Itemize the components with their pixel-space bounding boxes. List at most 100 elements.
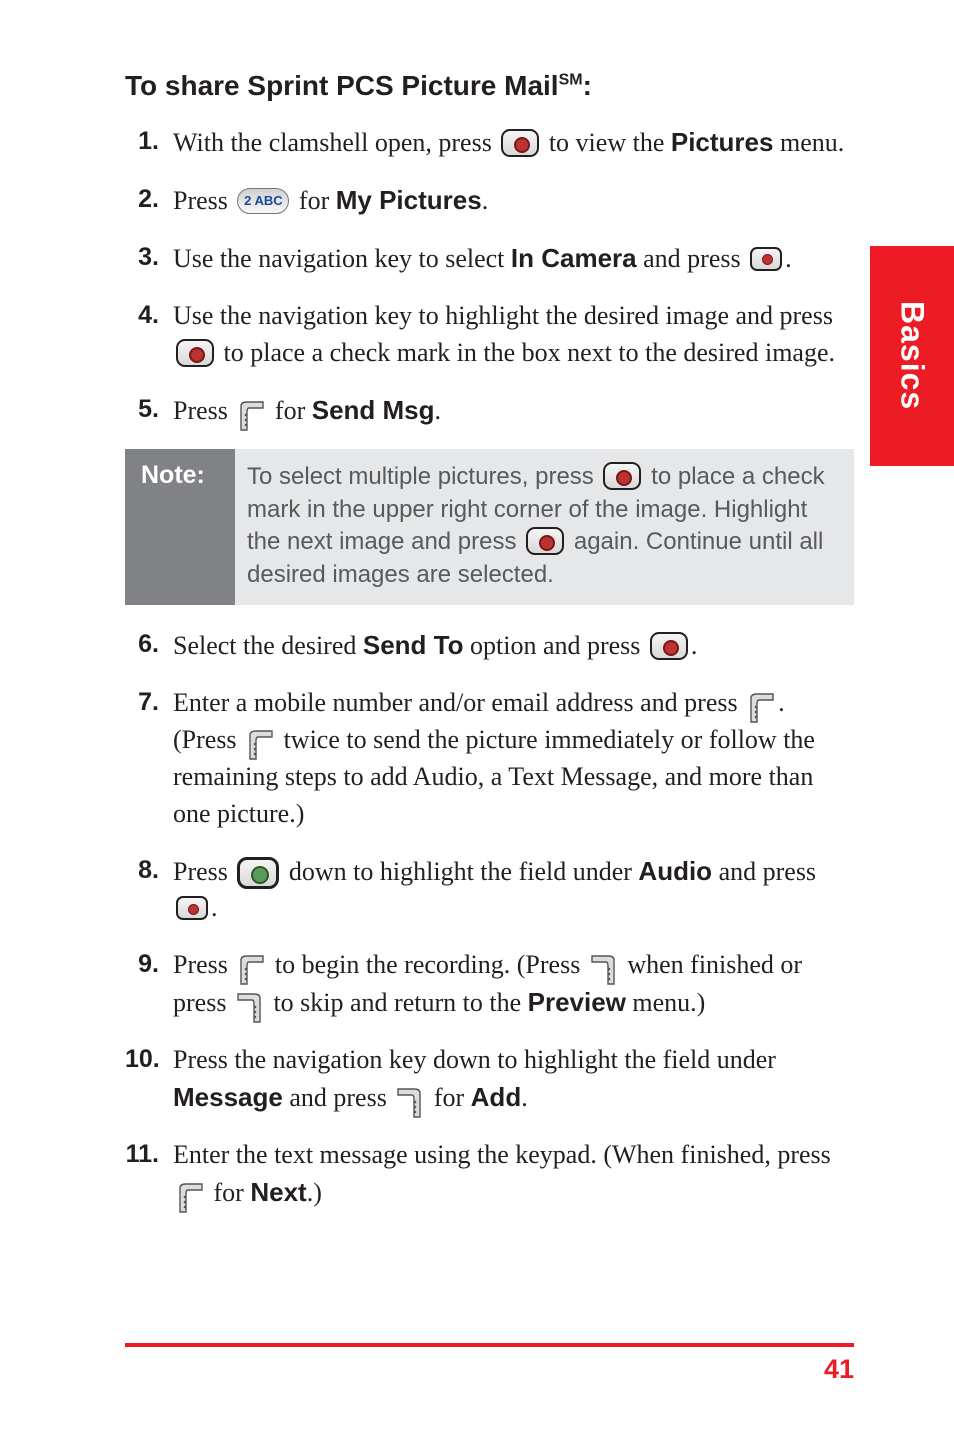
text: menu.) [626,988,705,1017]
step-11: 11. Enter the text message using the key… [125,1137,854,1212]
text: To select multiple pictures, press [247,463,600,490]
text: Use the navigation key to highlight the … [173,301,833,330]
step-number: 2. [125,182,173,220]
menu-name: In Camera [511,243,637,273]
text: and press [637,244,747,273]
text: Press [173,950,234,979]
text: Press the navigation key down to highlig… [173,1045,776,1074]
note-callout: Note: To select multiple pictures, press… [125,449,854,605]
footer-rule [125,1343,854,1347]
ok-key-icon [650,632,688,660]
text: Enter a mobile number and/or email addre… [173,688,744,717]
step-5: 5. Press for Send Msg. [125,392,854,430]
step-number: 10. [125,1042,173,1117]
menu-name: Send To [363,630,464,660]
text: for [214,1178,251,1207]
step-1: 1. With the clamshell open, press to vie… [125,124,854,162]
section-tab: Basics [870,246,954,466]
menu-name: Send Msg [312,395,435,425]
text: to place a check mark in the box next to… [224,338,836,367]
step-9: 9. Press to begin the recording. (Press … [125,947,854,1022]
heading-sup: SM [559,72,583,89]
manual-page: Basics To share Sprint PCS Picture MailS… [0,0,954,1431]
text: Use the navigation key to select [173,244,511,273]
text: Press [173,396,234,425]
text: and press [283,1083,393,1112]
text: . [691,631,698,660]
left-softkey-icon [237,954,265,986]
menu-name: Next [250,1177,306,1207]
left-softkey-icon [176,1182,204,1214]
camera-key-icon [501,129,539,157]
step-body: Press the navigation key down to highlig… [173,1042,854,1117]
text: for [299,186,336,215]
page-number: 41 [824,1354,854,1385]
note-body: To select multiple pictures, press to pl… [235,449,854,605]
text: . [435,396,442,425]
text: With the clamshell open, press [173,128,498,157]
text: Press [173,186,234,215]
instruction-list-continued: 6. Select the desired Send To option and… [125,627,854,1212]
left-softkey-icon [246,729,274,761]
menu-name: Preview [528,987,626,1017]
step-8: 8. Press down to highlight the field und… [125,853,854,928]
step-number: 11. [125,1137,173,1212]
text: Select the desired [173,631,363,660]
text: to begin the recording. (Press [275,950,587,979]
camera-key-icon [603,462,641,490]
heading-text-pre: To share Sprint PCS Picture Mail [125,70,559,101]
step-number: 8. [125,853,173,928]
step-3: 3. Use the navigation key to select In C… [125,240,854,278]
text: . [482,186,489,215]
step-7: 7. Enter a mobile number and/or email ad… [125,685,854,833]
note-label: Note: [125,449,235,605]
camera-key-icon [176,339,214,367]
text: . [785,244,792,273]
step-number: 9. [125,947,173,1022]
left-softkey-icon [237,400,265,432]
page-heading: To share Sprint PCS Picture MailSM: [125,70,854,102]
step-body: Press to begin the recording. (Press whe… [173,947,854,1022]
step-4: 4. Use the navigation key to highlight t… [125,298,854,372]
step-body: Enter a mobile number and/or email addre… [173,685,854,833]
step-number: 7. [125,685,173,833]
step-number: 4. [125,298,173,372]
step-body: Select the desired Send To option and pr… [173,627,854,665]
text: . [521,1083,528,1112]
ok-key-icon [750,247,782,271]
step-body: Press down to highlight the field under … [173,853,854,928]
step-body: Press 2 ABC for My Pictures. [173,182,854,220]
menu-name: Add [471,1082,522,1112]
menu-name: Audio [638,856,712,886]
text: for [434,1083,471,1112]
step-body: Use the navigation key to select In Came… [173,240,854,278]
step-10: 10. Press the navigation key down to hig… [125,1042,854,1117]
text: down to highlight the field under [289,857,639,886]
ok-key-icon [176,896,208,920]
text: option and press [464,631,647,660]
camera-key-icon [526,527,564,555]
step-body: Enter the text message using the keypad.… [173,1137,854,1212]
step-body: Press for Send Msg. [173,392,854,430]
left-softkey-icon [747,692,775,724]
text: to skip and return to the [273,988,527,1017]
text: and press [712,857,816,886]
text: for [275,396,312,425]
step-number: 6. [125,627,173,665]
step-number: 5. [125,392,173,430]
text: . [211,893,218,922]
step-2: 2. Press 2 ABC for My Pictures. [125,182,854,220]
step-number: 3. [125,240,173,278]
right-softkey-icon [590,954,618,986]
step-6: 6. Select the desired Send To option and… [125,627,854,665]
heading-text-post: : [583,70,592,101]
keypad-2-icon: 2 ABC [237,188,289,214]
text: menu. [773,128,844,157]
menu-name: Message [173,1082,283,1112]
text: to view the [549,128,671,157]
right-softkey-icon [236,992,264,1024]
text: .) [307,1178,322,1207]
section-tab-label: Basics [894,301,931,410]
menu-name: Pictures [671,127,774,157]
nav-key-icon [237,857,279,889]
